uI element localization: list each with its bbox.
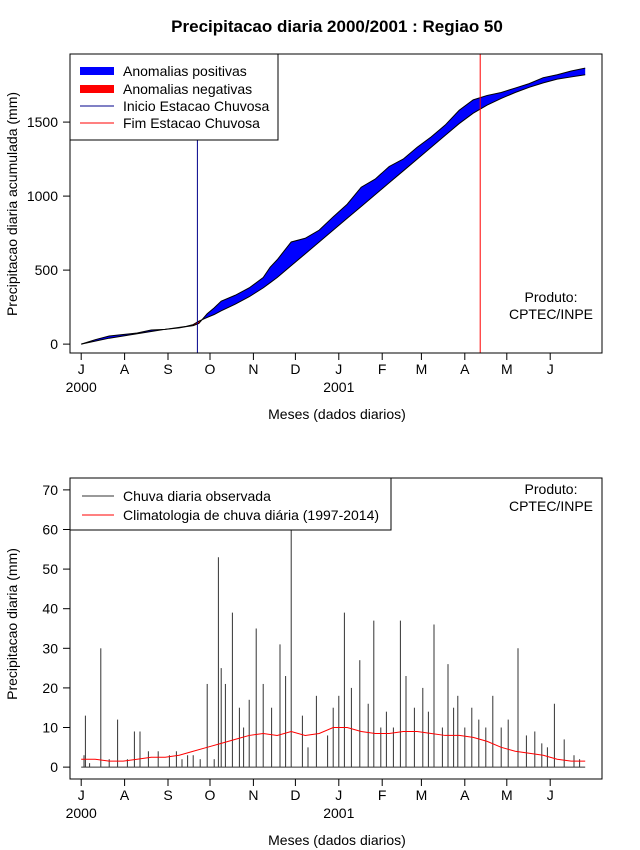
cumulative-x-axis-label: Meses (dados diarios) <box>268 406 406 422</box>
daily-legend-label-1: Climatologia de chuva diária (1997-2014) <box>123 507 379 523</box>
daily-y-tick-label: 30 <box>42 640 58 656</box>
daily-credit-line2: CPTEC/INPE <box>509 498 593 514</box>
cumulative-y-tick-label: 1500 <box>27 114 58 130</box>
climatology-cumulative-line <box>81 74 586 345</box>
daily-x-tick-label: M <box>416 787 428 803</box>
cumulative-year-label: 2001 <box>323 379 354 395</box>
daily-x-tick-label: F <box>378 787 387 803</box>
daily-x-tick-label: O <box>205 787 216 803</box>
daily-x-tick-label: J <box>78 787 85 803</box>
daily-x-axis-label: Meses (dados diarios) <box>268 832 406 848</box>
cumulative-x-tick-label: F <box>378 361 387 377</box>
cumulative-legend: Anomalias positivas Anomalias negativas … <box>69 53 279 141</box>
daily-x-tick-label: A <box>460 787 470 803</box>
daily-x-tick-label: J <box>547 787 554 803</box>
daily-y-tick-label: 20 <box>42 680 58 696</box>
daily-x-tick-label: S <box>163 787 172 803</box>
cumulative-y-axis-label: Precipitacao diaria acumulada (mm) <box>4 92 20 316</box>
daily-y-axis-label: Precipitacao diaria (mm) <box>4 548 20 700</box>
cumulative-year-label: 2000 <box>66 379 97 395</box>
cumulative-legend-box <box>69 53 279 141</box>
daily-credit-line1: Produto: <box>525 481 578 497</box>
cumulative-x-tick-label: J <box>78 361 85 377</box>
negative-anomaly-band-1 <box>165 319 202 330</box>
daily-chart: Produto: CPTEC/INPE Precipitacao diaria … <box>4 477 603 848</box>
daily-y-tick-label: 70 <box>42 482 58 498</box>
daily-x-tick-label: D <box>290 787 300 803</box>
daily-legend-box <box>69 477 392 531</box>
cumulative-x-tick-label: D <box>290 361 300 377</box>
daily-x-tick-label: N <box>248 787 258 803</box>
cumulative-credit-line2: CPTEC/INPE <box>509 306 593 322</box>
cumulative-y-tick-label: 0 <box>50 336 58 352</box>
cumulative-x-tick-label: J <box>547 361 554 377</box>
daily-year-label: 2001 <box>323 805 354 821</box>
legend-label-positive: Anomalias positivas <box>123 63 247 79</box>
daily-y-tick-label: 40 <box>42 601 58 617</box>
daily-y-tick-label: 10 <box>42 720 58 736</box>
positive-anomaly-band-2 <box>201 68 586 321</box>
cumulative-y-tick-label: 500 <box>35 262 59 278</box>
cumulative-x-tick-label: S <box>163 361 172 377</box>
cumulative-x-tick-label: A <box>120 361 130 377</box>
cumulative-plot-frame <box>69 53 603 354</box>
daily-legend: Chuva diaria observada Climatologia de ch… <box>69 477 392 531</box>
daily-x-tick-label: J <box>335 787 342 803</box>
cumulative-chart: Produto: CPTEC/INPE Precipitacao diaria … <box>4 53 603 422</box>
daily-x-tick-label: A <box>120 787 130 803</box>
cumulative-y-tick-label: 1000 <box>27 188 58 204</box>
daily-y-tick-label: 60 <box>42 521 58 537</box>
daily-y-tick-label: 0 <box>50 759 58 775</box>
legend-label-season-start: Inicio Estacao Chuvosa <box>123 98 270 114</box>
cumulative-x-tick-label: A <box>460 361 470 377</box>
cumulative-x-tick-label: M <box>416 361 428 377</box>
legend-label-negative: Anomalias negativas <box>123 81 252 97</box>
daily-y-tick-label: 50 <box>42 561 58 577</box>
legend-label-season-end: Fim Estacao Chuvosa <box>123 115 260 131</box>
cumulative-x-tick-label: J <box>335 361 342 377</box>
cumulative-x-tick-label: N <box>248 361 258 377</box>
page-title: Precipitacao diaria 2000/2001 : Regiao 5… <box>171 17 503 36</box>
daily-year-label: 2000 <box>66 805 97 821</box>
daily-legend-label-0: Chuva diaria observada <box>123 488 271 504</box>
cumulative-x-tick-label: O <box>205 361 216 377</box>
daily-climatology-line <box>81 727 586 762</box>
cumulative-x-tick-label: M <box>501 361 513 377</box>
cumulative-credit-line1: Produto: <box>525 289 578 305</box>
daily-x-tick-label: M <box>501 787 513 803</box>
daily-plot-area <box>81 489 586 768</box>
cumulative-plot-area <box>81 54 586 353</box>
